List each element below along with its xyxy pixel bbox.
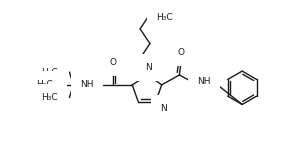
Text: H₃C: H₃C <box>156 13 173 22</box>
Text: H₃C: H₃C <box>36 80 53 89</box>
Text: O: O <box>109 58 116 67</box>
Text: N: N <box>160 104 166 114</box>
Text: N: N <box>146 63 152 72</box>
Text: O: O <box>178 48 185 57</box>
Text: NH: NH <box>197 77 211 86</box>
Text: H₃C: H₃C <box>41 93 58 102</box>
Text: NH: NH <box>80 80 94 89</box>
Text: H₃C: H₃C <box>41 68 58 77</box>
